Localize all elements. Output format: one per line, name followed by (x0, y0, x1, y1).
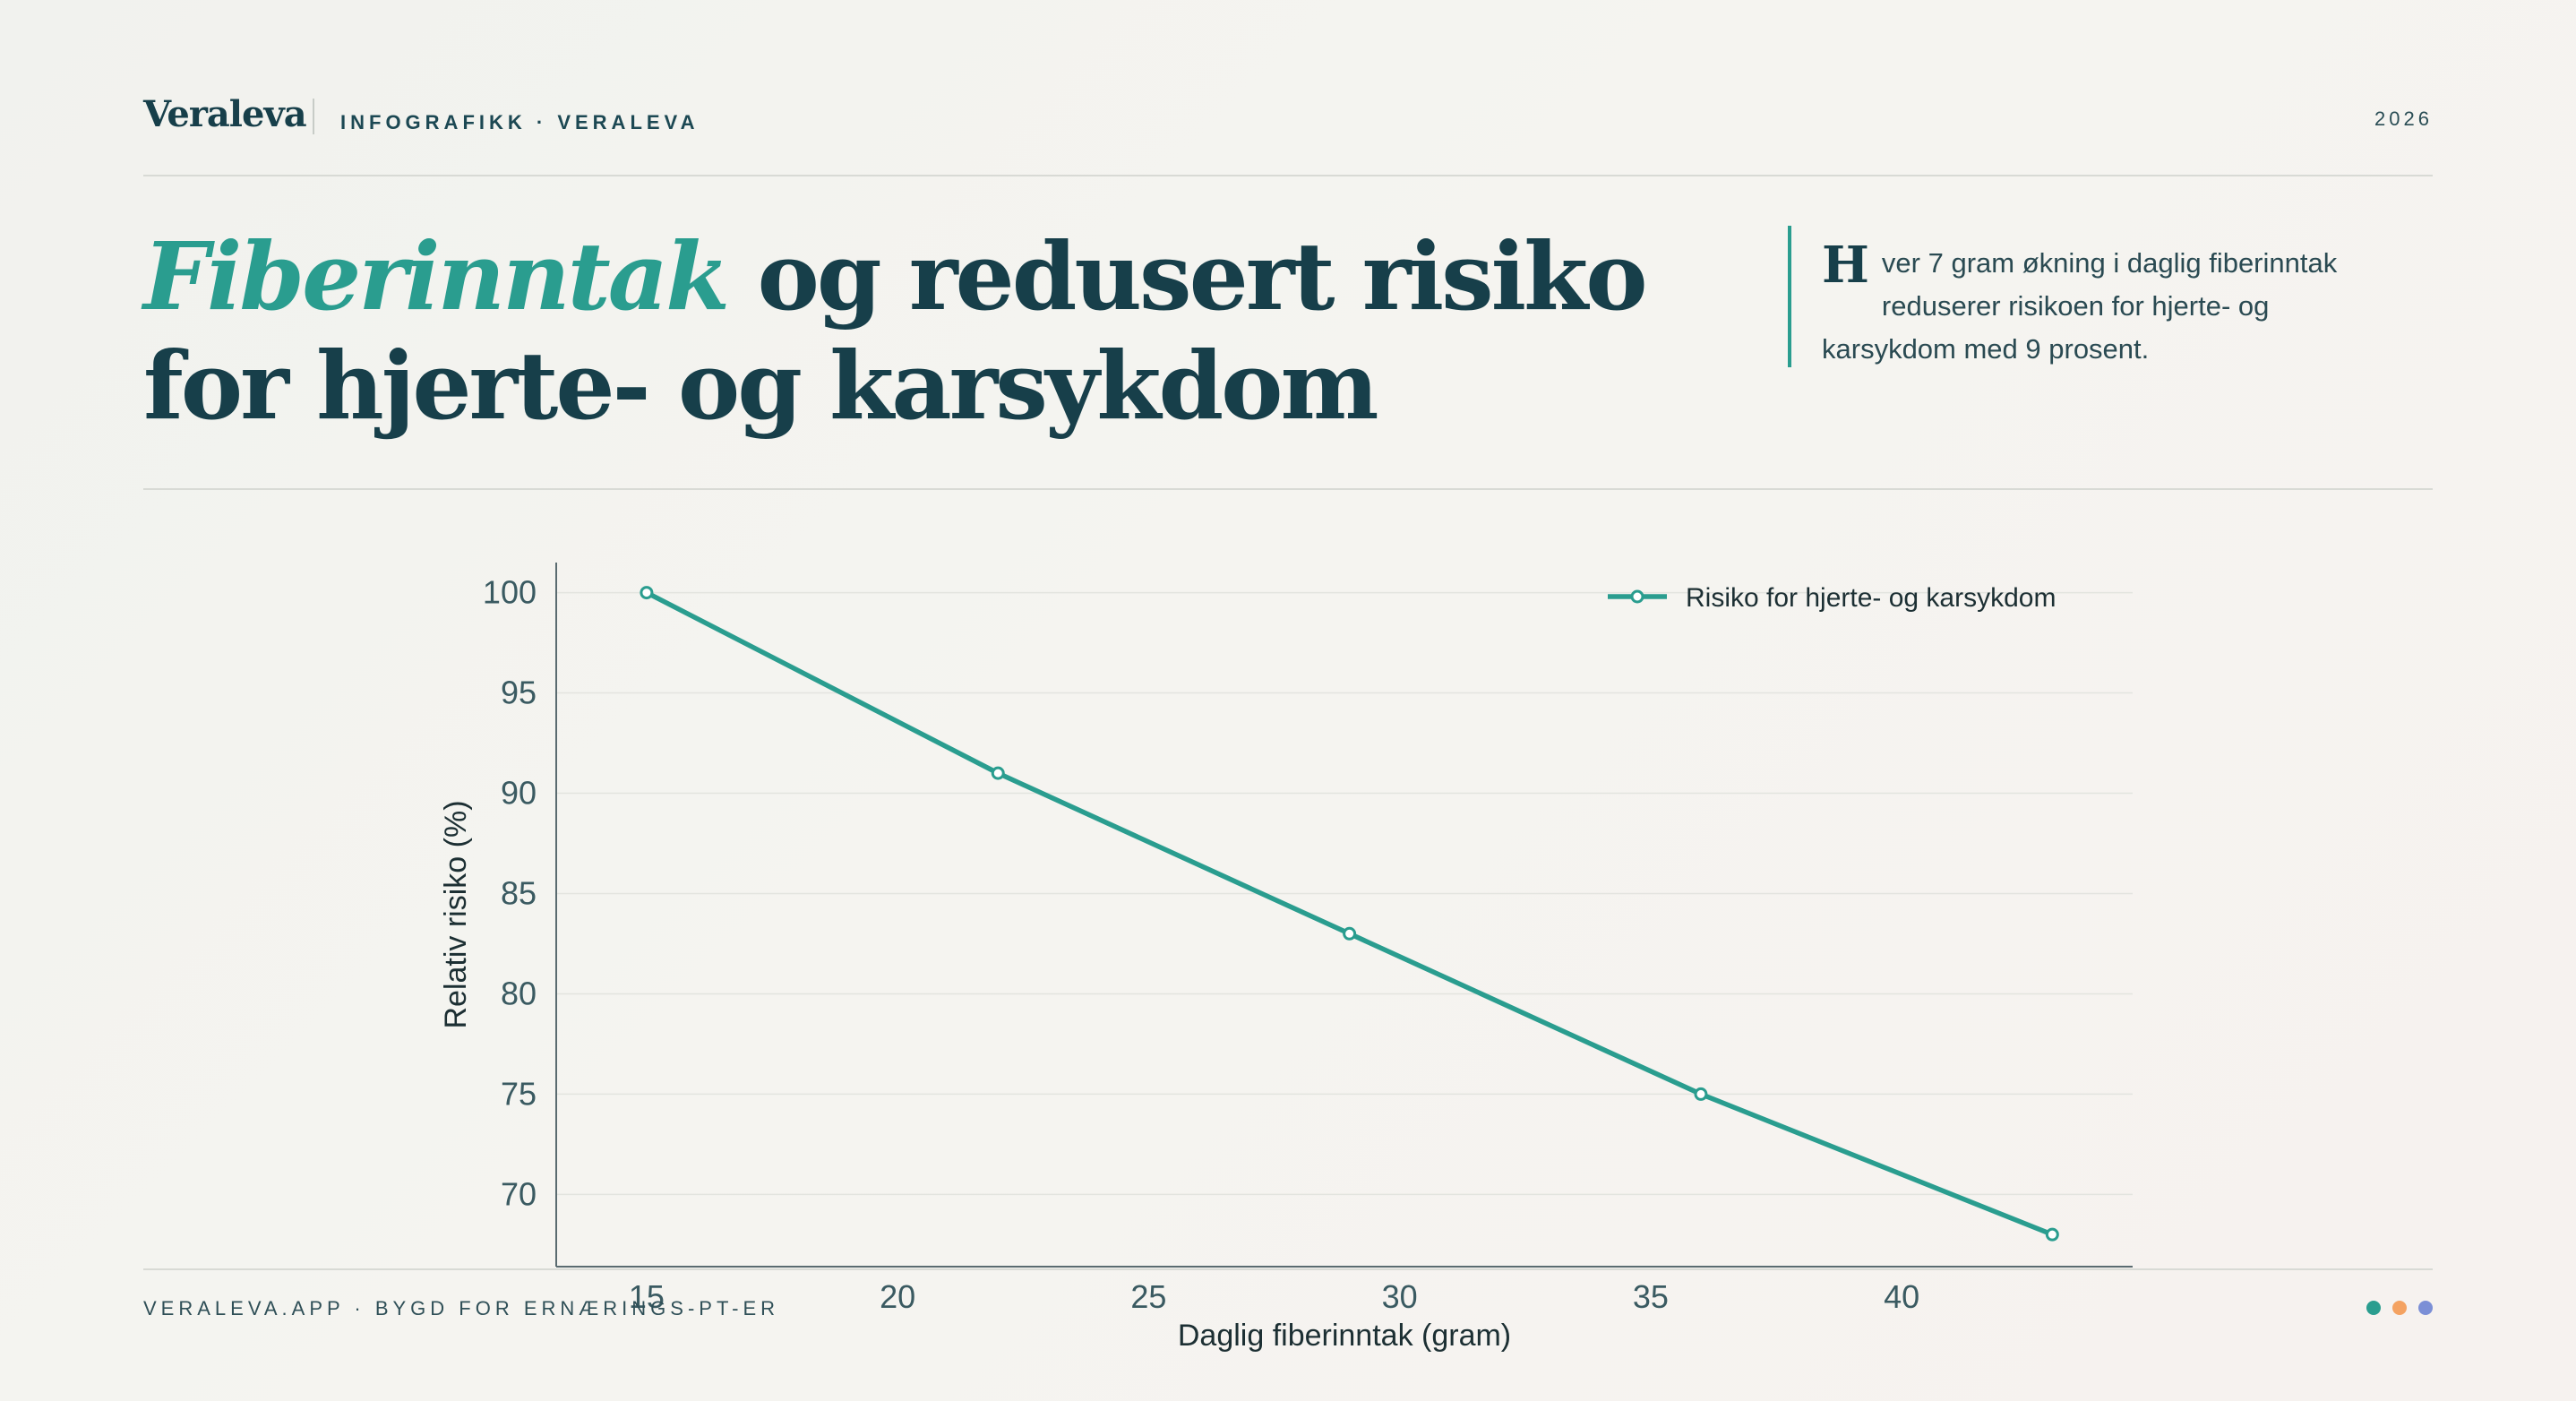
y-tick-label: 95 (501, 675, 537, 711)
year-label: 2026 (2374, 107, 2433, 130)
data-point (991, 766, 1005, 780)
data-point (640, 586, 654, 600)
footer-credit: VERALEVA.APP · BYGD FOR ERNÆRINGS-PT-ER (143, 1297, 780, 1319)
series-line (644, 589, 2056, 1237)
header: Veraleva INFOGRAFIKK · VERALEVA 2026 (143, 93, 2433, 143)
data-point (1694, 1087, 1708, 1101)
legend-label: Risiko for hjerte- og karsykdom (1686, 583, 2056, 613)
y-tick-label: 70 (501, 1175, 537, 1212)
x-tick-label: 15 (629, 1278, 665, 1315)
y-tick-label: 75 (501, 1075, 537, 1112)
kicker-label: INFOGRAFIKK · VERALEVA (340, 111, 700, 133)
brand-divider (313, 99, 314, 134)
x-tick-label: 20 (880, 1278, 915, 1315)
footer-divider (143, 1268, 2433, 1270)
y-tick-label: 90 (501, 775, 537, 812)
data-point (1343, 926, 1357, 941)
footer-dot-1 (2392, 1301, 2407, 1315)
x-tick-label: 30 (1382, 1278, 1418, 1315)
x-tick-label: 40 (1884, 1278, 1919, 1315)
y-axis-title: Relativ risiko (%) (439, 800, 473, 1028)
y-tick-label: 100 (483, 574, 537, 611)
lede-callout: H ver 7 gram økning i daglig fiberinntak… (1788, 226, 2406, 367)
title-rest: og redusert risiko for hjerte- og karsyk… (143, 221, 1648, 441)
legend-marker (1630, 589, 1644, 604)
page-title: Fiberinntak og redusert risiko for hjert… (143, 222, 1756, 441)
y-tick-label: 85 (501, 874, 537, 911)
footer-dots (2366, 1301, 2433, 1315)
lede-text: ver 7 gram økning i daglig fiberinntak r… (1822, 247, 2338, 365)
brand-logo[interactable]: Veraleva (143, 93, 307, 135)
title-divider (143, 488, 2433, 490)
lede-drop-cap: H (1822, 236, 1869, 295)
title-accent: Fiberinntak (143, 221, 730, 331)
header-divider (143, 175, 2433, 176)
x-axis-title: Daglig fiberinntak (gram) (1178, 1319, 1511, 1353)
x-tick-label: 25 (1130, 1278, 1166, 1315)
x-tick-label: 35 (1633, 1278, 1669, 1315)
footer-dot-2 (2418, 1301, 2433, 1315)
data-point (2045, 1227, 2059, 1242)
footer-dot-0 (2366, 1301, 2381, 1315)
y-tick-label: 80 (501, 975, 537, 1011)
